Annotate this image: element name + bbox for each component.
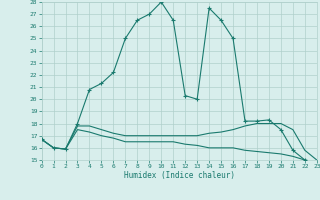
X-axis label: Humidex (Indice chaleur): Humidex (Indice chaleur) [124,171,235,180]
